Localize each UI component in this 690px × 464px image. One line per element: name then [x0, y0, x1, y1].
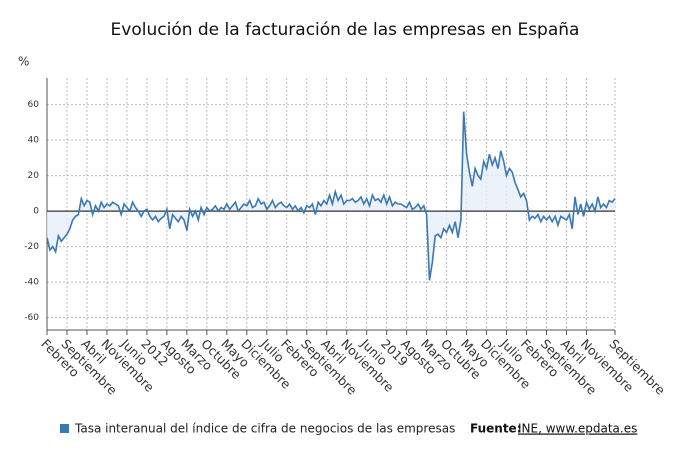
chart-title: Evolución de la facturación de las empre… — [111, 20, 580, 40]
y-tick-label: -60 — [24, 313, 39, 323]
area-fill — [47, 111, 615, 281]
y-tick-label: 40 — [28, 136, 40, 146]
y-tick-label: 0 — [33, 207, 39, 217]
legend-swatch — [60, 424, 69, 433]
y-tick-label: 60 — [28, 100, 40, 110]
line — [46, 111, 616, 281]
legend-label: Tasa interanual del índice de cifra de n… — [74, 422, 455, 436]
y-tick-label: 20 — [28, 171, 40, 181]
source-label: Fuente: — [470, 422, 522, 436]
source-link[interactable]: INE, www.epdata.es — [518, 422, 637, 436]
y-tick-label: -20 — [24, 242, 39, 252]
y-axis-label: % — [18, 55, 29, 69]
y-tick-label: -40 — [24, 278, 39, 288]
